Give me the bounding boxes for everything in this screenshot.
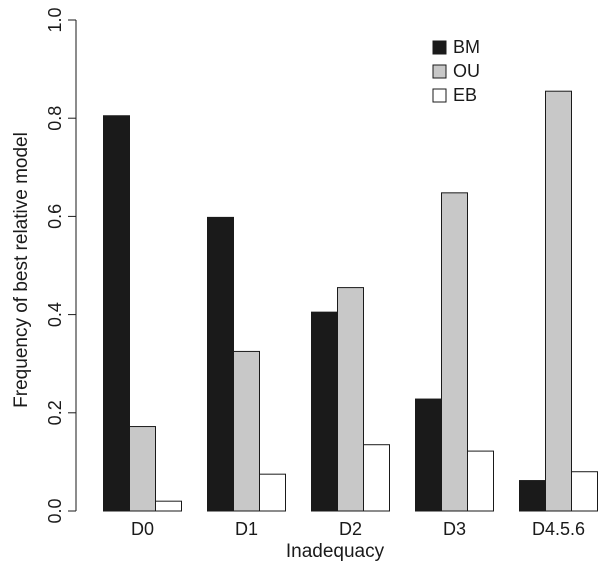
bar-eb-d0 — [155, 500, 182, 512]
x-tick-label: D3 — [443, 519, 466, 539]
bar-ou-d1 — [233, 350, 260, 512]
bar-bm-d1 — [207, 216, 234, 512]
bar-ou-d2 — [337, 287, 364, 512]
y-tick-label: 0.2 — [45, 400, 65, 425]
y-tick-label: 0.8 — [45, 106, 65, 131]
y-axis-label: Frequency of best relative model — [11, 132, 32, 408]
bar-ou-d0 — [129, 426, 156, 512]
y-tick-label: 0.0 — [45, 498, 65, 523]
x-tick-label: D4.5.6 — [532, 519, 585, 539]
bar-ou-d3 — [441, 192, 468, 512]
bar-bm-d3 — [415, 398, 442, 512]
bar-eb-d2 — [363, 444, 390, 512]
bar-bm-d2 — [311, 311, 338, 512]
legend-swatch-bm — [432, 40, 447, 55]
x-tick-label: D1 — [235, 519, 258, 539]
legend: BM OU EB — [432, 37, 480, 105]
bar-bm-d0 — [103, 115, 130, 512]
y-tick-label: 0.4 — [45, 302, 65, 327]
x-tick-label: D0 — [131, 519, 154, 539]
y-axis: 0.0 0.2 0.4 0.6 0.8 1.0 — [45, 7, 77, 524]
x-axis: D0 D1 D2 D3 D4.5.6 — [131, 519, 585, 539]
plot-area — [103, 90, 598, 512]
x-tick-label: D2 — [339, 519, 362, 539]
legend-label-bm: BM — [453, 37, 480, 57]
bar-ou-d4-5-6 — [545, 90, 572, 512]
y-tick-label: 1.0 — [45, 7, 65, 32]
legend-swatch-ou — [432, 64, 447, 79]
y-tick-label: 0.6 — [45, 204, 65, 229]
legend-label-eb: EB — [453, 85, 477, 105]
bar-eb-d1 — [259, 473, 286, 512]
legend-swatch-eb — [432, 88, 447, 103]
bar-bm-d4-5-6 — [519, 480, 546, 512]
legend-label-ou: OU — [453, 61, 480, 81]
bar-eb-d4-5-6 — [571, 471, 598, 512]
x-axis-label: Inadequacy — [286, 541, 385, 562]
bar-eb-d3 — [467, 450, 494, 512]
